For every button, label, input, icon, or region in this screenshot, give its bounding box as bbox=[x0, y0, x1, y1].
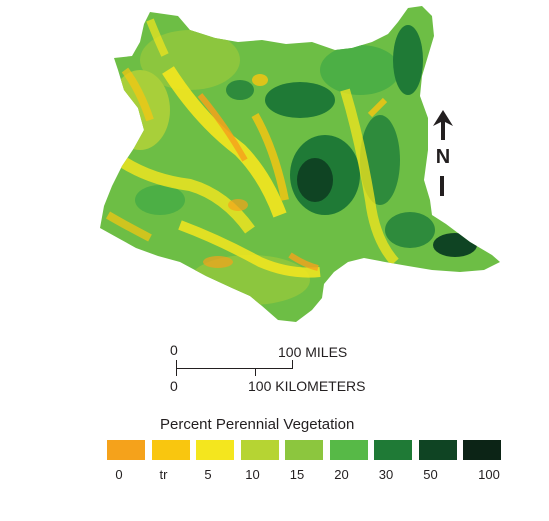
legend-label: 50 bbox=[423, 467, 438, 482]
scale-tick-start bbox=[176, 360, 177, 376]
legend-label: tr bbox=[159, 467, 168, 482]
legend-label: 100 bbox=[478, 467, 500, 482]
scale-tick-miles bbox=[292, 360, 293, 369]
legend-swatch bbox=[196, 440, 234, 460]
scale-km-label: 100 KILOMETERS bbox=[248, 378, 366, 394]
north-arrow: N bbox=[428, 110, 458, 200]
legend-swatch bbox=[151, 440, 190, 460]
legend-swatch bbox=[107, 440, 145, 460]
legend-label: 15 bbox=[289, 467, 305, 482]
north-bar bbox=[440, 176, 444, 196]
legend-swatch bbox=[418, 440, 457, 460]
legend-swatch bbox=[329, 440, 368, 460]
scale-km-zero: 0 bbox=[170, 378, 178, 394]
scale-miles-label: 100 MILES bbox=[278, 344, 348, 360]
scale-miles-zero: 0 bbox=[170, 342, 178, 358]
scale-line bbox=[176, 368, 293, 369]
legend-label: 5 bbox=[204, 467, 212, 482]
legend-swatch bbox=[240, 440, 279, 460]
north-label: N bbox=[435, 146, 451, 168]
legend-label: 20 bbox=[334, 467, 349, 482]
scale-tick-km bbox=[255, 368, 256, 376]
legend-title: Percent Perennial Vegetation bbox=[160, 416, 355, 433]
legend-label: 30 bbox=[378, 467, 394, 482]
legend-label: 10 bbox=[245, 467, 260, 482]
legend-swatch bbox=[374, 440, 412, 460]
legend-swatch bbox=[285, 440, 323, 460]
north-arrow-icon bbox=[433, 110, 453, 140]
legend-label: 0 bbox=[115, 467, 123, 482]
scale-bar: 0 100 MILES 0 100 KILOMETERS bbox=[168, 340, 408, 400]
legend-swatch bbox=[463, 440, 501, 460]
